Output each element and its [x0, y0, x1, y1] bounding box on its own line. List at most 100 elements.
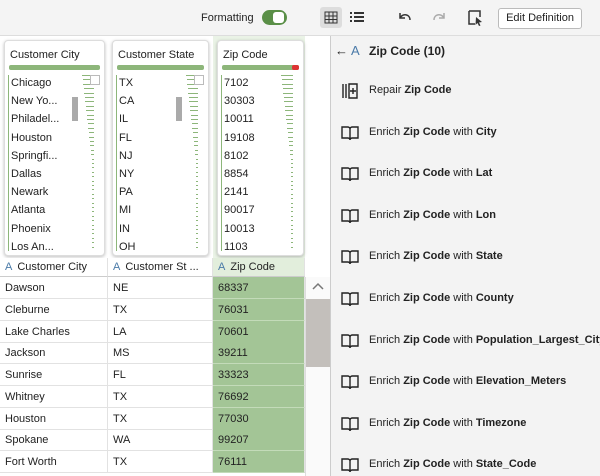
edit-definition-button[interactable]: Edit Definition	[498, 8, 582, 29]
profile-value[interactable]: Phoenix	[11, 222, 51, 235]
table-cell[interactable]: Sunrise	[0, 364, 108, 386]
table-cell[interactable]: Lake Charles	[0, 320, 108, 343]
profile-value[interactable]: TX	[119, 77, 134, 89]
table-cell[interactable]: TX	[108, 407, 213, 430]
column-name: Zip Code	[403, 375, 451, 388]
profile-value[interactable]: NJ	[119, 149, 133, 162]
formatting-label: Formatting	[201, 12, 254, 24]
profile-value[interactable]: 90017	[224, 204, 255, 217]
column-header[interactable]: A Customer City	[0, 258, 108, 277]
profile-value[interactable]: New Yo...	[11, 95, 58, 108]
histogram-line	[190, 114, 198, 116]
profile-value[interactable]: PA	[119, 186, 133, 199]
table-cell[interactable]: 33323	[213, 364, 305, 386]
profile-value[interactable]: IN	[119, 222, 130, 235]
profile-value[interactable]: Springfi...	[11, 149, 58, 162]
table-cell[interactable]: FL	[108, 364, 213, 386]
profile-value[interactable]: OH	[119, 240, 136, 253]
table-cell[interactable]: TX	[108, 385, 213, 408]
back-arrow[interactable]: ←	[335, 43, 348, 58]
profile-value[interactable]: 19108	[224, 131, 255, 144]
table-cell[interactable]: 76692	[213, 385, 305, 408]
histogram-line	[92, 220, 94, 222]
recommendation[interactable]: Repair Zip Code	[369, 84, 451, 96]
profile-value[interactable]: MI	[119, 204, 132, 217]
table-cell[interactable]: 76111	[213, 451, 305, 473]
profile-value[interactable]: 10011	[224, 113, 254, 126]
profile-value[interactable]: IL	[119, 113, 129, 126]
table-cell[interactable]: Fort Worth	[0, 451, 108, 473]
profile-value[interactable]: Newark	[11, 186, 49, 199]
table-cell[interactable]: Spokane	[0, 429, 108, 452]
recommendation[interactable]: Enrich Zip Code with County	[369, 292, 514, 304]
table-cell[interactable]: 76031	[213, 298, 305, 321]
scroll-thumb	[306, 299, 330, 367]
inspect-button[interactable]	[465, 7, 485, 28]
column-header[interactable]: A Customer St ...	[108, 258, 213, 277]
table-cell[interactable]: 77030	[213, 407, 305, 430]
profile-card[interactable]: Zip Code 7102 30303 10011 19108 8102 8854 2141 9…	[217, 40, 304, 256]
profile-value[interactable]: Atlanta	[11, 204, 46, 217]
profile-card[interactable]: Customer City Chicago New Yo... Philadel...…	[4, 40, 105, 256]
profile-value[interactable]: 7102	[224, 77, 249, 89]
profile-value[interactable]: 2141	[224, 186, 249, 199]
histogram-line	[83, 88, 94, 90]
recommendation[interactable]: Enrich Zip Code with Population_Largest_Cit…	[369, 334, 600, 346]
recommendation[interactable]: Enrich Zip Code with Lon	[369, 209, 496, 221]
histogram-line	[290, 154, 293, 156]
profile-value[interactable]: 8102	[224, 149, 249, 162]
profile-value[interactable]: 1103	[224, 240, 248, 253]
table-cell[interactable]: Dawson	[0, 277, 108, 299]
profile-value[interactable]: Philadel...	[11, 113, 60, 126]
table-cell[interactable]: Cleburne	[0, 298, 108, 321]
table-cell[interactable]: 68337	[213, 277, 305, 299]
table-cell[interactable]: 39211	[213, 342, 305, 365]
histogram-line	[195, 154, 198, 156]
table-cell[interactable]: 99207	[213, 429, 305, 452]
grid-view-button[interactable]	[320, 7, 342, 28]
redo-button[interactable]	[429, 7, 449, 28]
profile-value[interactable]: Houston	[11, 131, 52, 144]
formatting-toggle[interactable]	[262, 10, 287, 25]
recommendation[interactable]: Enrich Zip Code with State	[369, 250, 503, 262]
table-cell[interactable]: WA	[108, 429, 213, 452]
profile-value[interactable]: Dallas	[11, 168, 42, 180]
table-cell[interactable]: TX	[108, 451, 213, 473]
histogram-line	[196, 189, 198, 191]
undo-button[interactable]	[395, 7, 415, 28]
column-name: Zip Code	[403, 125, 451, 138]
table-cell[interactable]: TX	[108, 298, 213, 321]
profile-value[interactable]: 8854	[224, 168, 249, 180]
table-cell[interactable]: MS	[108, 342, 213, 365]
profile-card[interactable]: Customer State TX CA IL FL NJ NY PA MI IN OH	[112, 40, 209, 256]
column-name: Zip Code	[404, 84, 452, 96]
recommendation[interactable]: Enrich Zip Code with Lat	[369, 167, 492, 179]
histogram-line	[92, 211, 94, 213]
recommendation[interactable]: Enrich Zip Code with Elevation_Meters	[369, 375, 566, 387]
table-cell[interactable]: Whitney	[0, 385, 108, 408]
profile-value[interactable]: Chicago	[11, 77, 52, 89]
histogram-line	[291, 242, 293, 244]
recommendation[interactable]: Enrich Zip Code with State_Code	[369, 458, 536, 470]
table-cell[interactable]: Jackson	[0, 342, 108, 365]
profile-value[interactable]: CA	[119, 95, 135, 108]
scrollbar[interactable]	[305, 277, 330, 476]
profile-value[interactable]: NY	[119, 168, 135, 180]
enrich-target: State	[475, 250, 503, 263]
table-cell[interactable]: Houston	[0, 407, 108, 430]
list-view-button[interactable]	[346, 7, 368, 28]
histogram-line	[282, 83, 293, 85]
profile-value[interactable]: FL	[119, 131, 132, 144]
table-cell[interactable]: LA	[108, 320, 213, 343]
histogram-line	[92, 163, 94, 164]
profile-value[interactable]: Los An...	[11, 240, 54, 253]
histogram-line	[191, 123, 198, 125]
table-cell[interactable]: 70601	[213, 320, 305, 343]
column-header[interactable]: A Zip Code	[213, 258, 305, 277]
recommendation[interactable]: Enrich Zip Code with City	[369, 126, 497, 138]
histogram-line	[291, 163, 293, 164]
profile-value[interactable]: 30303	[224, 95, 255, 108]
profile-value[interactable]: 10013	[224, 222, 255, 235]
table-cell[interactable]: NE	[108, 277, 213, 299]
recommendation[interactable]: Enrich Zip Code with Timezone	[369, 417, 526, 429]
